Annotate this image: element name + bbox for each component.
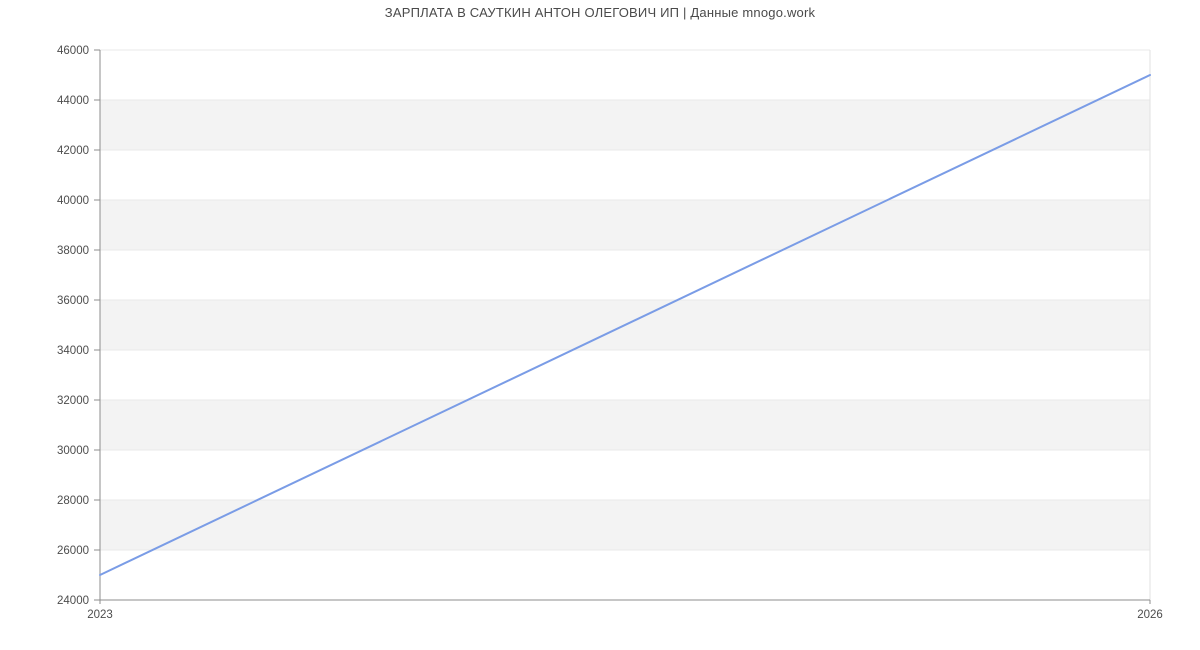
- y-tick-label: 40000: [57, 195, 89, 207]
- axis-lines: [99, 50, 1150, 601]
- y-tick-label: 46000: [57, 45, 89, 57]
- salary-trend-series: [99, 74, 1151, 576]
- y-tick-label: 32000: [57, 395, 89, 407]
- chart-title: ЗАРПЛАТА В САУТКИН АНТОН ОЛЕГОВИЧ ИП | Д…: [384, 5, 816, 20]
- horizontal-gridlines: [100, 49, 1150, 551]
- band: [100, 400, 1150, 450]
- y-tick-label: 36000: [57, 295, 89, 307]
- band: [100, 200, 1150, 250]
- x-tick-label: 2023: [87, 609, 113, 621]
- x-axis-labels: 2023 2026: [87, 609, 1163, 621]
- y-tick-label: 42000: [57, 145, 89, 157]
- y-tick-label: 44000: [57, 95, 89, 107]
- y-tick-label: 30000: [57, 445, 89, 457]
- tick-marks: [94, 49, 1151, 604]
- x-tick-label: 2026: [1137, 609, 1163, 621]
- salary-trend-line: [99, 74, 1151, 576]
- alternating-bands: [100, 100, 1150, 550]
- y-axis-labels: 24000 26000 28000 30000 32000 34000 36000 38000…: [57, 45, 89, 607]
- y-tick-label: 34000: [57, 345, 89, 357]
- y-tick-label: 38000: [57, 245, 89, 257]
- y-tick-label: 24000: [57, 595, 89, 607]
- y-tick-label: 26000: [57, 545, 89, 557]
- band: [100, 500, 1150, 550]
- band: [100, 100, 1150, 150]
- y-tick-label: 28000: [57, 495, 89, 507]
